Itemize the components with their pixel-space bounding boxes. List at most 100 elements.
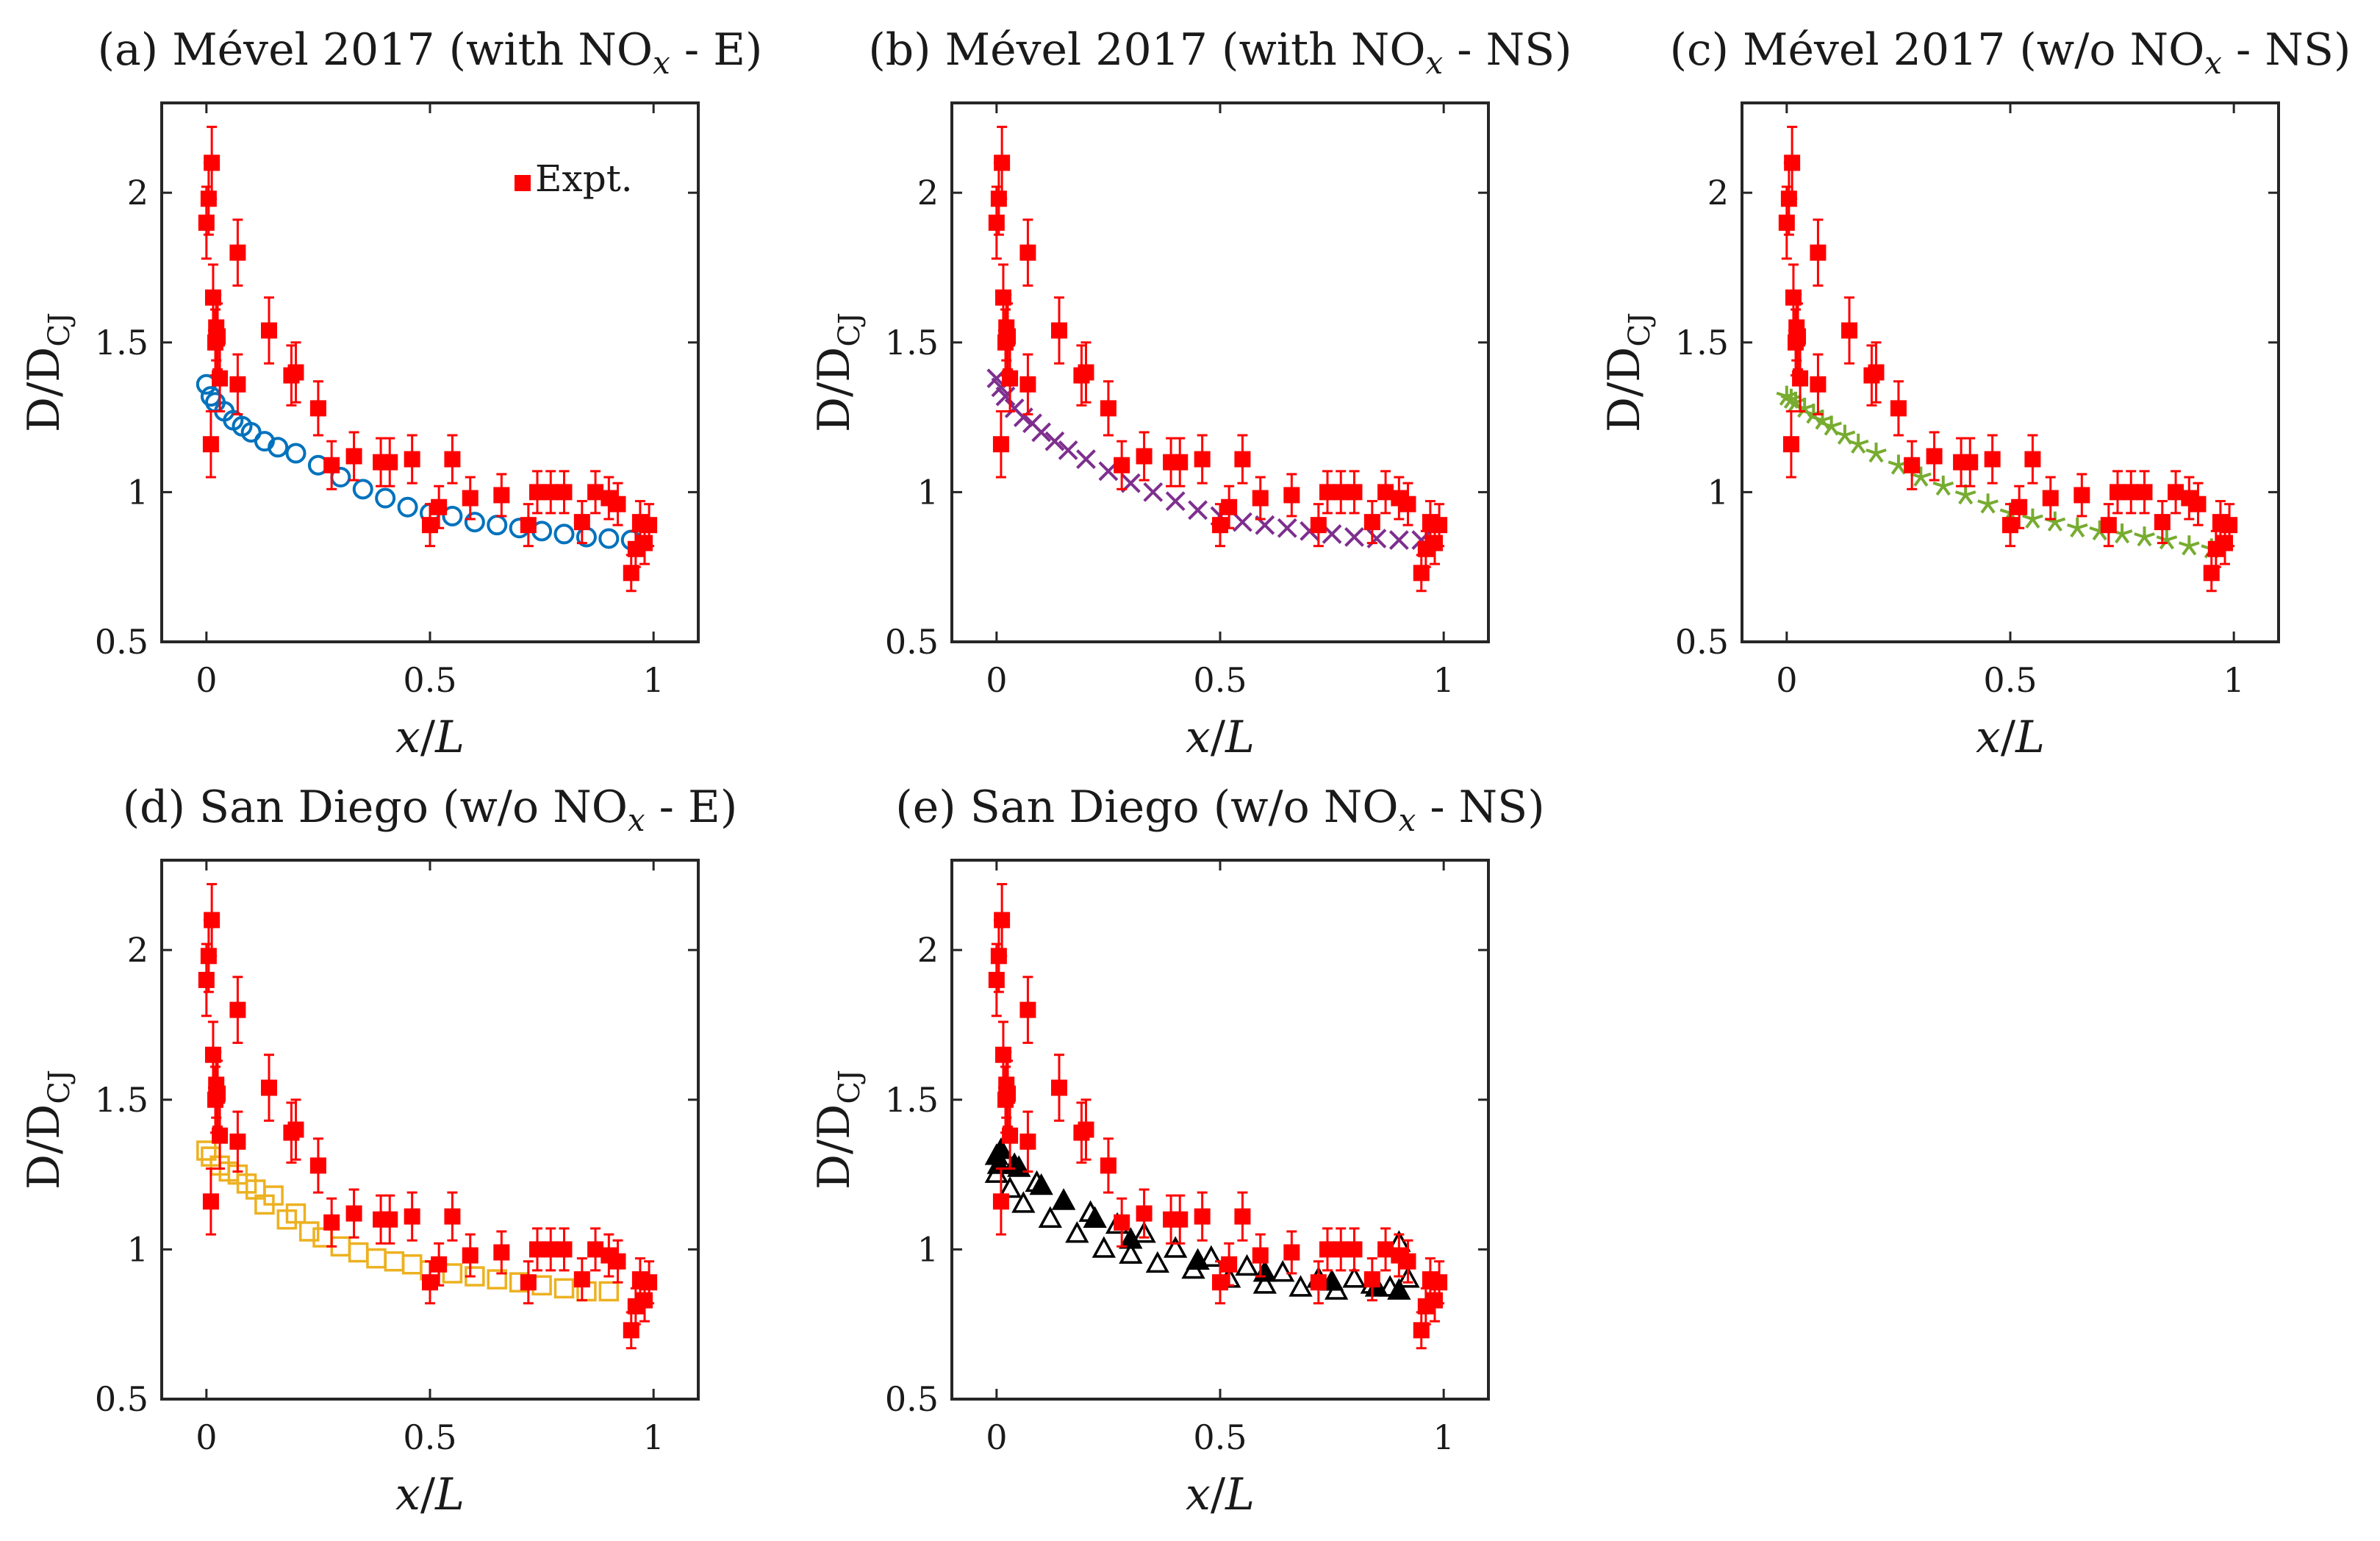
y-tick-label: 1.5	[95, 323, 148, 362]
title-subscript: x	[1426, 45, 1444, 81]
expt-point	[1019, 1001, 1036, 1018]
expt-point	[1431, 517, 1448, 534]
expt-point	[587, 484, 604, 501]
expt-point	[1114, 1214, 1130, 1231]
expt-point	[1234, 1208, 1251, 1225]
data-point-square	[299, 1221, 320, 1242]
expt-point	[573, 1271, 590, 1288]
x-tick-label: 1	[643, 660, 664, 700]
data-point-cross	[1143, 482, 1164, 502]
data-point-circle	[464, 512, 485, 533]
y-tick-label: 0.5	[1675, 622, 1729, 662]
data-point-cross	[1165, 491, 1186, 512]
expt-point	[204, 154, 221, 171]
expt-point	[529, 1241, 545, 1258]
data-point-triangle	[1065, 1220, 1089, 1243]
expt-point	[573, 514, 590, 531]
expt-point	[529, 484, 545, 501]
y-axis-label: D/DCJ	[18, 312, 76, 432]
expt-point	[1319, 484, 1336, 501]
expt-point	[641, 517, 658, 534]
data-point-star	[1865, 443, 1887, 463]
y-axis-label: D/DCJ	[1599, 312, 1657, 432]
expt-point	[1078, 364, 1094, 381]
title-text: (e) San Diego (w/o NO	[895, 782, 1398, 833]
y-tick-label: 1.5	[95, 1080, 148, 1120]
title-text-end: - E)	[645, 782, 738, 833]
title-subscript: x	[2204, 45, 2222, 81]
expt-point	[422, 1274, 438, 1291]
expt-point	[1100, 1157, 1116, 1174]
x-tick-label: 1	[2223, 660, 2245, 700]
expt-point	[229, 1133, 246, 1150]
expt-point	[2203, 565, 2220, 582]
y-label-sub: CJ	[43, 1070, 76, 1104]
x-label-len: L	[1225, 712, 1255, 763]
title-text-end: - NS)	[1416, 782, 1544, 833]
y-label-main: D/D	[809, 347, 860, 432]
data-point-triangle	[1132, 1220, 1156, 1243]
expt-point	[1890, 400, 1907, 417]
x-label-sep: /	[1211, 1469, 1226, 1520]
y-label-main: D/D	[18, 347, 70, 432]
expt-point	[1984, 451, 2001, 468]
expt-point	[988, 971, 1005, 988]
expt-point	[994, 154, 1011, 171]
expt-point	[212, 370, 229, 387]
data-point-cross	[1344, 527, 1364, 547]
y-tick-label: 1	[917, 1229, 939, 1269]
y-tick-label: 1.5	[885, 323, 939, 362]
subplot-title: (e) San Diego (w/o NOx - NS)	[895, 782, 1544, 838]
x-tick-label: 0.5	[403, 660, 456, 700]
expt-point	[1136, 448, 1153, 465]
expt-point	[1346, 1241, 1363, 1258]
data-point-triangle	[1011, 1191, 1036, 1213]
axes-box	[1741, 101, 2280, 643]
expt-point	[542, 484, 559, 501]
data-point-star	[1888, 454, 1910, 475]
y-tick-label: 0.5	[885, 1379, 939, 1419]
expt-point	[493, 487, 510, 504]
y-tick-label: 1	[127, 1229, 148, 1269]
y-tick-label: 1	[1707, 472, 1729, 512]
expt-point	[1310, 1274, 1327, 1291]
expt-point	[992, 1193, 1009, 1210]
series-expt	[988, 126, 1448, 593]
data-point-triangle	[1092, 1236, 1116, 1258]
data-point-triangle	[1271, 1259, 1295, 1282]
data-point-cross	[1366, 529, 1387, 548]
expt-point	[1810, 376, 1827, 393]
x-label-len: L	[1225, 1469, 1255, 1520]
x-label-len: L	[434, 1469, 465, 1520]
expt-point	[2100, 517, 2117, 534]
expt-point	[493, 1244, 510, 1261]
expt-point	[1000, 328, 1017, 345]
expt-point	[1252, 490, 1269, 507]
expt-point	[1792, 370, 1809, 387]
expt-point	[309, 1157, 326, 1174]
data-point-cross	[1233, 512, 1252, 532]
expt-point	[2221, 517, 2238, 534]
expt-point	[1252, 1247, 1269, 1264]
data-point-square	[598, 1281, 620, 1302]
expt-point	[1172, 454, 1189, 471]
y-tick-label: 2	[917, 930, 939, 970]
data-point-triangle	[1235, 1254, 1259, 1276]
series-triangle-open	[984, 1161, 1420, 1300]
data-point-triangle-filled	[1051, 1188, 1076, 1210]
expt-point	[1790, 328, 1807, 345]
expt-point	[637, 1292, 653, 1309]
legend-marker-expt	[515, 175, 531, 191]
data-point-triangle	[1396, 1266, 1420, 1288]
data-point-square	[285, 1203, 307, 1224]
subplot-title: (c) Mével 2017 (w/o NOx - NS)	[1670, 24, 2351, 81]
expt-point	[1810, 244, 1827, 261]
data-point-triangle	[1199, 1245, 1223, 1267]
y-label-main: D/D	[1599, 347, 1650, 432]
x-tick-label: 1	[1433, 1417, 1455, 1457]
x-tick-label: 0	[196, 660, 217, 700]
expt-point	[1904, 457, 1921, 473]
data-point-triangle	[1342, 1266, 1366, 1288]
y-axis-label: D/DCJ	[809, 1070, 867, 1190]
